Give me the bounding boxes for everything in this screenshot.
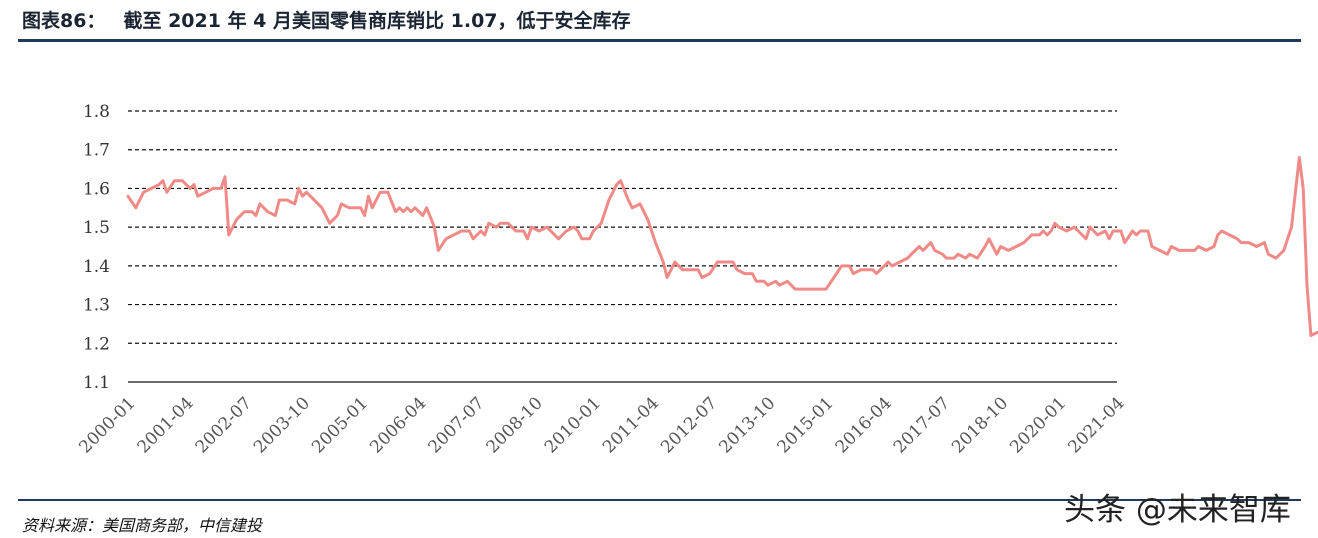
x-tick-label: 2000-01 bbox=[75, 393, 139, 457]
y-tick-label: 1.6 bbox=[83, 179, 110, 199]
x-tick-label: 2002-07 bbox=[192, 393, 256, 457]
figure-title-text: 截至 2021 年 4 月美国零售商库销比 1.07，低于安全库存 bbox=[123, 10, 631, 32]
x-tick-label: 2017-07 bbox=[890, 393, 954, 457]
y-tick-label: 1.3 bbox=[83, 296, 110, 316]
figure-label: 图表86： bbox=[22, 10, 106, 32]
series-line bbox=[126, 156, 1318, 337]
x-tick-label: 2010-01 bbox=[541, 393, 605, 457]
x-tick-label: 2005-01 bbox=[308, 393, 372, 457]
x-tick-label: 2015-01 bbox=[774, 393, 838, 457]
watermark: 头条 @未来智库 bbox=[1064, 492, 1291, 528]
gridlines bbox=[128, 110, 1117, 383]
y-tick-label: 1.2 bbox=[83, 334, 110, 354]
y-tick-label: 1.5 bbox=[83, 218, 110, 238]
bottom-rule bbox=[18, 499, 1301, 501]
x-tick-label: 2008-10 bbox=[483, 393, 547, 457]
x-tick-label: 2003-10 bbox=[250, 393, 314, 457]
x-tick-label: 2006-04 bbox=[366, 393, 430, 457]
x-tick-label: 2020-01 bbox=[1006, 393, 1070, 457]
x-tick-label: 2007-07 bbox=[425, 393, 489, 457]
x-tick-label: 2001-04 bbox=[134, 393, 198, 457]
line-chart: 1.11.21.31.41.51.61.71.8 2000-012001-042… bbox=[75, 102, 1318, 457]
x-tick-label: 2016-04 bbox=[832, 393, 896, 457]
x-tick-label: 2012-07 bbox=[657, 393, 721, 457]
y-tick-label: 1.4 bbox=[83, 257, 110, 277]
figure-title: 图表86： 截至 2021 年 4 月美国零售商库销比 1.07，低于安全库存 bbox=[22, 6, 631, 33]
y-tick-label: 1.1 bbox=[83, 373, 110, 393]
x-tick-label: 2011-04 bbox=[599, 393, 663, 457]
x-tick-label: 2021-04 bbox=[1064, 393, 1128, 457]
y-tick-label: 1.8 bbox=[83, 102, 110, 122]
x-axis-ticks: 2000-012001-042002-072003-102005-012006-… bbox=[75, 393, 1128, 457]
x-tick-label: 2018-10 bbox=[948, 393, 1012, 457]
y-axis-ticks: 1.1 1.2 1.3 1.4 1.5 1.6 1.7 1.8 bbox=[83, 102, 110, 393]
source-note: 资料来源：美国商务部，中信建投 bbox=[22, 516, 263, 535]
top-rule bbox=[18, 39, 1301, 42]
y-tick-label: 1.7 bbox=[83, 141, 110, 161]
x-tick-label: 2013-10 bbox=[715, 393, 779, 457]
